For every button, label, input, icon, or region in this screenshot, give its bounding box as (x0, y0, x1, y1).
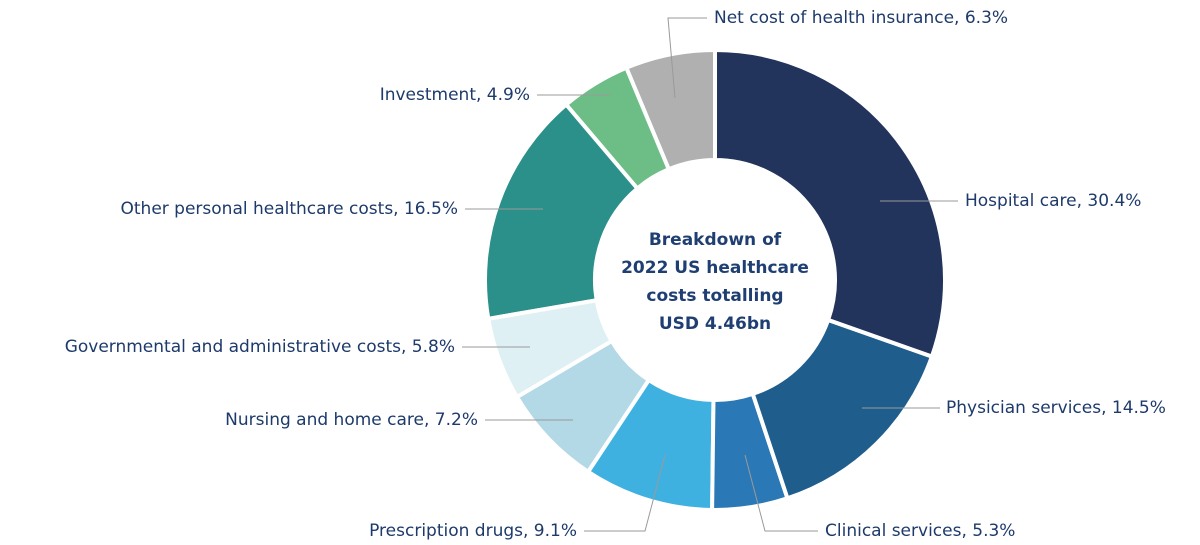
chart-title: 2022 US healthcare (621, 258, 809, 278)
slice-label: Physician services, 14.5% (946, 398, 1166, 418)
slice (514, 338, 652, 475)
chart-title: costs totalling (646, 286, 783, 306)
slice (563, 65, 672, 192)
slice-label: Net cost of health insurance, 6.3% (714, 8, 1008, 28)
slice (585, 377, 716, 513)
slice (483, 101, 641, 322)
chart-title: USD 4.46bn (659, 314, 771, 334)
slice (750, 317, 935, 501)
slice-label: Governmental and administrative costs, 5… (65, 337, 455, 357)
slice-label: Clinical services, 5.3% (825, 521, 1015, 541)
slice (485, 297, 615, 400)
leader-line (667, 17, 707, 99)
slice-label: Other personal healthcare costs, 16.5% (121, 199, 459, 219)
leader-line (584, 454, 666, 532)
chart-title: Breakdown of (649, 230, 782, 250)
slice (713, 47, 947, 360)
slice-label: Investment, 4.9% (380, 85, 530, 105)
leader-line (744, 454, 818, 532)
slice-label: Prescription drugs, 9.1% (369, 521, 577, 541)
slice-label: Nursing and home care, 7.2% (225, 410, 478, 430)
slice-label: Hospital care, 30.4% (965, 191, 1141, 211)
slice (710, 391, 790, 512)
